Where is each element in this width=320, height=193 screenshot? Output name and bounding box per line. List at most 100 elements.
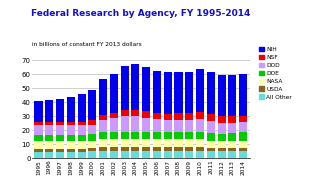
Bar <box>196 112 204 119</box>
Bar <box>174 147 182 151</box>
Bar <box>185 132 193 139</box>
Bar <box>88 141 96 148</box>
Bar <box>228 141 236 148</box>
Bar <box>99 115 107 120</box>
Bar <box>121 110 129 116</box>
Bar <box>77 94 85 122</box>
Bar <box>207 133 215 141</box>
Bar <box>142 118 150 132</box>
Bar <box>164 120 172 132</box>
Bar <box>174 120 182 132</box>
Bar <box>56 99 64 122</box>
Bar <box>239 151 247 158</box>
Bar <box>45 152 53 158</box>
Bar <box>110 74 118 113</box>
Bar <box>228 148 236 151</box>
Bar <box>77 135 85 141</box>
Bar <box>239 122 247 132</box>
Bar <box>88 120 96 125</box>
Bar <box>207 151 215 158</box>
Bar <box>56 122 64 125</box>
Bar <box>218 134 226 141</box>
Bar <box>207 121 215 133</box>
Bar <box>88 148 96 151</box>
Bar <box>56 141 64 149</box>
Bar <box>35 122 43 125</box>
Bar <box>35 101 43 122</box>
Bar <box>88 125 96 135</box>
Bar <box>132 132 140 139</box>
Bar <box>132 116 140 132</box>
Bar <box>174 132 182 139</box>
Bar <box>88 135 96 141</box>
Bar <box>142 132 150 139</box>
Bar <box>196 119 204 132</box>
Bar <box>121 139 129 147</box>
Bar <box>164 72 172 114</box>
Bar <box>35 125 43 135</box>
Bar <box>110 147 118 151</box>
Bar <box>174 113 182 120</box>
Bar <box>164 147 172 151</box>
Bar <box>67 141 75 149</box>
Bar <box>207 148 215 151</box>
Bar <box>207 72 215 114</box>
Bar <box>132 110 140 116</box>
Bar <box>99 151 107 158</box>
Bar <box>228 133 236 141</box>
Bar <box>164 132 172 139</box>
Bar <box>45 100 53 122</box>
Bar <box>132 64 140 110</box>
Bar <box>228 123 236 133</box>
Bar <box>110 139 118 147</box>
Bar <box>77 152 85 158</box>
Bar <box>88 151 96 158</box>
Bar <box>164 139 172 147</box>
Bar <box>185 139 193 147</box>
Bar <box>218 116 226 123</box>
Bar <box>218 151 226 158</box>
Text: in billions of constant FY 2013 dollars: in billions of constant FY 2013 dollars <box>32 42 142 47</box>
Bar <box>153 139 161 147</box>
Bar <box>35 141 43 149</box>
Bar <box>67 125 75 135</box>
Bar <box>99 79 107 115</box>
Bar <box>228 116 236 123</box>
Bar <box>142 67 150 111</box>
Bar <box>239 148 247 151</box>
Bar <box>99 132 107 139</box>
Bar <box>67 97 75 122</box>
Bar <box>121 132 129 139</box>
Bar <box>99 147 107 151</box>
Bar <box>174 72 182 113</box>
Bar <box>196 147 204 151</box>
Bar <box>45 149 53 152</box>
Bar <box>239 132 247 141</box>
Bar <box>185 113 193 120</box>
Bar <box>207 141 215 148</box>
Bar <box>99 139 107 147</box>
Bar <box>153 132 161 139</box>
Bar <box>196 69 204 112</box>
Bar <box>196 139 204 147</box>
Bar <box>153 147 161 151</box>
Bar <box>218 141 226 148</box>
Bar <box>174 139 182 147</box>
Bar <box>67 135 75 141</box>
Bar <box>228 151 236 158</box>
Bar <box>110 132 118 139</box>
Bar <box>207 114 215 121</box>
Bar <box>239 141 247 148</box>
Bar <box>142 139 150 147</box>
Bar <box>121 147 129 151</box>
Bar <box>45 125 53 135</box>
Bar <box>153 119 161 132</box>
Bar <box>185 147 193 151</box>
Bar <box>132 147 140 151</box>
Bar <box>99 120 107 132</box>
Bar <box>196 151 204 158</box>
Bar <box>228 75 236 116</box>
Bar <box>121 151 129 158</box>
Bar <box>67 149 75 152</box>
Bar <box>153 113 161 119</box>
